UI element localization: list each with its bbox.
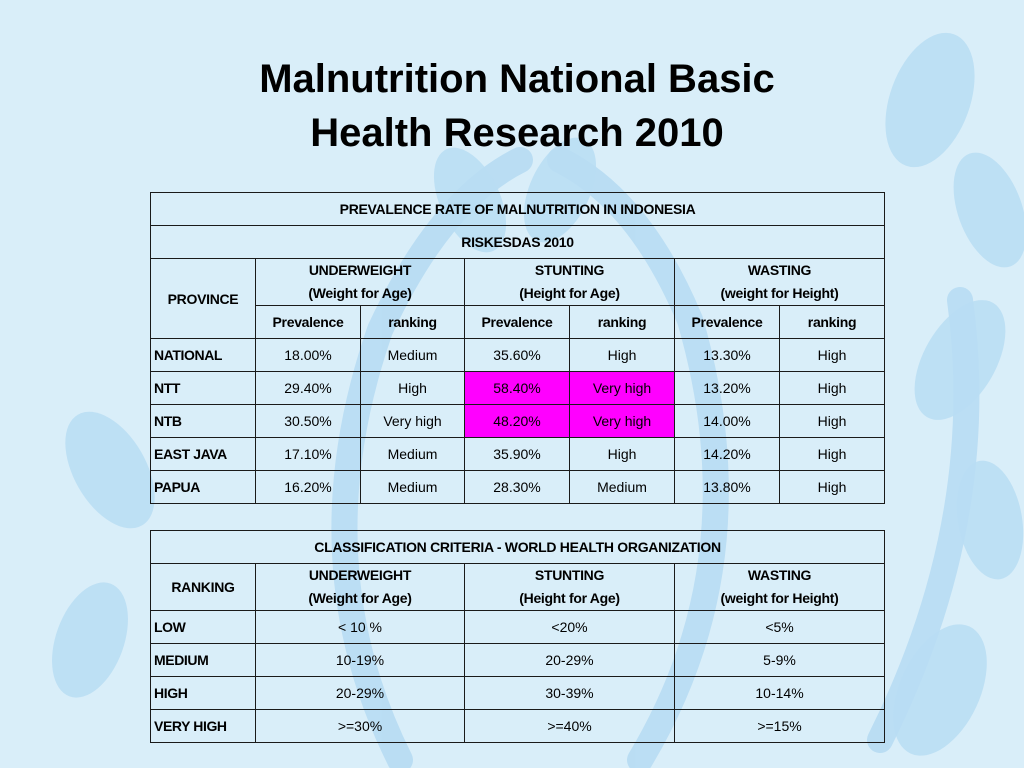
table-cell: 35.60% bbox=[464, 338, 570, 372]
table-cell: High bbox=[778, 470, 886, 504]
ranking-cell: MEDIUM bbox=[150, 643, 256, 677]
table-cell: 13.20% bbox=[674, 371, 780, 405]
table-cell: Very high bbox=[360, 404, 465, 438]
table-cell: High bbox=[569, 338, 675, 372]
slide-title: Malnutrition National Basic Health Resea… bbox=[150, 52, 884, 160]
table-cell: 30.50% bbox=[255, 404, 361, 438]
group-sub: (Height for Age) bbox=[519, 285, 620, 301]
table-cell: 10-19% bbox=[255, 643, 465, 677]
table-cell: 14.20% bbox=[674, 437, 780, 471]
table-cell: <20% bbox=[464, 610, 675, 644]
table-cell: >=40% bbox=[464, 709, 675, 743]
table-cell: 14.00% bbox=[674, 404, 780, 438]
prevalence-table: PREVALENCE RATE OF MALNUTRITION IN INDON… bbox=[149, 192, 886, 504]
group-header-wasting: WASTING (weight for Height) bbox=[673, 258, 886, 306]
table-cell: 5-9% bbox=[673, 643, 886, 677]
table-cell: 10-14% bbox=[673, 676, 886, 710]
group-sub: (Height for Age) bbox=[519, 590, 620, 606]
sub-header: ranking bbox=[778, 305, 886, 339]
group-header-stunting: STUNTING (Height for Age) bbox=[464, 258, 675, 306]
prevalence-table-title: PREVALENCE RATE OF MALNUTRITION IN INDON… bbox=[149, 192, 886, 226]
highlighted-cell: Very high bbox=[569, 371, 675, 405]
table-cell: 30-39% bbox=[464, 676, 675, 710]
table-cell: >=30% bbox=[255, 709, 465, 743]
table-cell: High bbox=[360, 371, 465, 405]
table-row: EAST JAVA 17.10% Medium 35.90% High 14.2… bbox=[150, 437, 886, 471]
table-cell: Medium bbox=[360, 437, 465, 471]
ranking-cell: HIGH bbox=[150, 676, 256, 710]
group-sub: (Weight for Age) bbox=[308, 590, 412, 606]
table-cell: 20-29% bbox=[255, 676, 465, 710]
group-name: UNDERWEIGHT bbox=[308, 567, 412, 583]
ranking-header: RANKING bbox=[150, 563, 256, 611]
table-row: HIGH 20-29% 30-39% 10-14% bbox=[150, 676, 886, 710]
classification-table: CLASSIFICATION CRITERIA - WORLD HEALTH O… bbox=[149, 530, 886, 743]
province-header: PROVINCE bbox=[150, 258, 256, 339]
table-cell: >=15% bbox=[673, 709, 886, 743]
table-cell: Medium bbox=[569, 470, 675, 504]
table-row: VERY HIGH >=30% >=40% >=15% bbox=[150, 709, 886, 743]
prevalence-table-subtitle: RISKESDAS 2010 bbox=[149, 225, 886, 259]
table-cell: 18.00% bbox=[255, 338, 361, 372]
sub-header: ranking bbox=[569, 305, 675, 339]
table-cell: < 10 % bbox=[255, 610, 465, 644]
slide-title-line-2: Health Research 2010 bbox=[310, 111, 724, 155]
group-header-stunting: STUNTING (Height for Age) bbox=[464, 563, 675, 611]
sub-header: ranking bbox=[360, 305, 465, 339]
table-row: NATIONAL 18.00% Medium 35.60% High 13.30… bbox=[150, 338, 886, 372]
table-cell: High bbox=[778, 437, 886, 471]
table-cell: 17.10% bbox=[255, 437, 361, 471]
table-cell: 28.30% bbox=[464, 470, 570, 504]
ranking-cell: LOW bbox=[150, 610, 256, 644]
table-row: LOW < 10 % <20% <5% bbox=[150, 610, 886, 644]
table-cell: High bbox=[778, 371, 886, 405]
group-name: WASTING bbox=[747, 567, 812, 583]
table-cell: <5% bbox=[673, 610, 886, 644]
table-cell: 20-29% bbox=[464, 643, 675, 677]
table-row: NTB 30.50% Very high 48.20% Very high 14… bbox=[150, 404, 886, 438]
province-cell: PAPUA bbox=[150, 470, 256, 504]
group-name: STUNTING bbox=[534, 567, 605, 583]
group-sub: (weight for Height) bbox=[720, 590, 839, 606]
province-cell: NTB bbox=[150, 404, 256, 438]
province-cell: NATIONAL bbox=[150, 338, 256, 372]
group-name: WASTING bbox=[747, 262, 812, 278]
table-row: PAPUA 16.20% Medium 28.30% Medium 13.80%… bbox=[150, 470, 886, 504]
group-sub: (weight for Height) bbox=[720, 285, 839, 301]
table-cell: 29.40% bbox=[255, 371, 361, 405]
sub-header: Prevalence bbox=[464, 305, 570, 339]
table-cell: 13.30% bbox=[674, 338, 780, 372]
province-cell: NTT bbox=[150, 371, 256, 405]
group-name: STUNTING bbox=[534, 262, 605, 278]
table-cell: 13.80% bbox=[674, 470, 780, 504]
group-name: UNDERWEIGHT bbox=[308, 262, 412, 278]
highlighted-cell: 58.40% bbox=[464, 371, 570, 405]
table-cell: 35.90% bbox=[464, 437, 570, 471]
table-row: MEDIUM 10-19% 20-29% 5-9% bbox=[150, 643, 886, 677]
group-header-underweight: UNDERWEIGHT (Weight for Age) bbox=[255, 563, 465, 611]
sub-header: Prevalence bbox=[255, 305, 361, 339]
table-cell: High bbox=[569, 437, 675, 471]
ranking-cell: VERY HIGH bbox=[150, 709, 256, 743]
highlighted-cell: 48.20% bbox=[464, 404, 570, 438]
sub-header: Prevalence bbox=[674, 305, 780, 339]
classification-table-title: CLASSIFICATION CRITERIA - WORLD HEALTH O… bbox=[149, 530, 886, 564]
table-row: NTT 29.40% High 58.40% Very high 13.20% … bbox=[150, 371, 886, 405]
table-cell: High bbox=[778, 404, 886, 438]
province-cell: EAST JAVA bbox=[150, 437, 256, 471]
table-cell: High bbox=[778, 338, 886, 372]
table-cell: Medium bbox=[360, 338, 465, 372]
table-cell: Medium bbox=[360, 470, 465, 504]
group-sub: (Weight for Age) bbox=[308, 285, 412, 301]
group-header-wasting: WASTING (weight for Height) bbox=[673, 563, 886, 611]
highlighted-cell: Very high bbox=[569, 404, 675, 438]
slide-title-line-1: Malnutrition National Basic bbox=[259, 57, 775, 101]
table-cell: 16.20% bbox=[255, 470, 361, 504]
group-header-underweight: UNDERWEIGHT (Weight for Age) bbox=[255, 258, 465, 306]
